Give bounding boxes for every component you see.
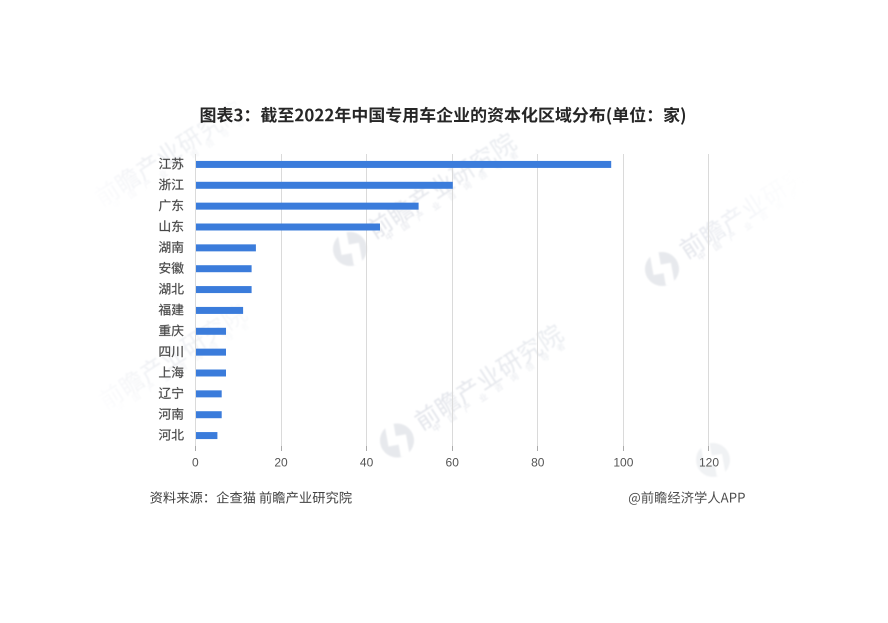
- svg-text:100: 100: [613, 456, 633, 470]
- svg-text:0: 0: [192, 456, 199, 470]
- svg-text:40: 40: [360, 456, 374, 470]
- svg-text:80: 80: [531, 456, 545, 470]
- svg-text:60: 60: [446, 456, 460, 470]
- svg-text:120: 120: [699, 456, 719, 470]
- svg-text:20: 20: [274, 456, 288, 470]
